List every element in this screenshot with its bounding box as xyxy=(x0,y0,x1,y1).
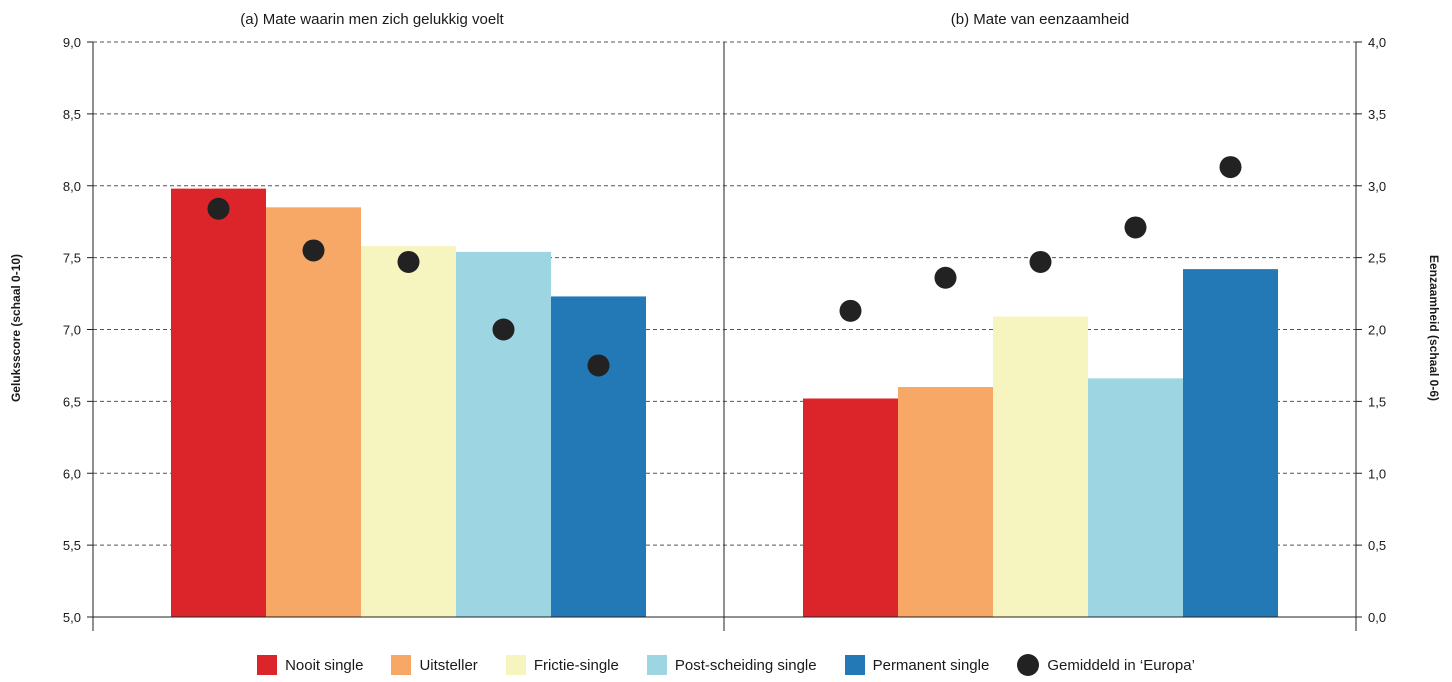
tick-labels: 5,0 5,5 6,0 6,5 7,0 7,5 8,0 8,5 9,0 0,0 0,5 1,0 1,5 2… xyxy=(63,35,1386,625)
left-tick-label: 5,0 xyxy=(63,610,81,625)
right-tick-label: 0,0 xyxy=(1368,610,1386,625)
panel-b-title: (b) Mate van eenzaamheid xyxy=(951,11,1129,28)
left-tick-label: 7,0 xyxy=(63,323,81,338)
left-tick-label: 6,5 xyxy=(63,394,81,409)
europa-dot-b-4 xyxy=(1219,156,1242,179)
bar-b-3 xyxy=(1088,378,1183,617)
europa-dot-a-4 xyxy=(587,354,610,377)
legend-item-permanent-single: Permanent single xyxy=(844,655,990,675)
europa-dot-b-3 xyxy=(1124,216,1147,239)
bar-a-0 xyxy=(171,188,266,617)
legend-label: Nooit single xyxy=(285,656,364,674)
legend-swatch-nooit-single xyxy=(257,655,278,675)
legend-item-uitsteller: Uitsteller xyxy=(391,655,478,675)
legend-swatch-post-scheiding-single xyxy=(646,655,667,675)
europa-dot-b-2 xyxy=(1029,250,1052,273)
europa-dots xyxy=(207,156,1242,377)
left-tick-label: 7,5 xyxy=(63,251,81,266)
europa-dot-a-3 xyxy=(492,318,515,341)
legend-label: Uitsteller xyxy=(419,656,478,674)
legend-swatch-uitsteller xyxy=(391,655,412,675)
left-tick-label: 8,0 xyxy=(63,179,81,194)
europa-dot-b-0 xyxy=(839,299,862,322)
y-axis-left-label: Geluksscore (schaal 0-10) xyxy=(9,254,23,402)
legend-label: Post-scheiding single xyxy=(674,656,817,674)
legend-dot-europa xyxy=(1017,654,1040,676)
right-tick-label: 1,5 xyxy=(1368,394,1386,409)
right-tick-label: 1,0 xyxy=(1368,466,1386,481)
bar-a-3 xyxy=(456,251,551,617)
panel-a-title: (a) Mate waarin men zich gelukkig voelt xyxy=(240,11,504,28)
bar-a-1 xyxy=(266,207,361,617)
right-tick-label: 3,0 xyxy=(1368,179,1386,194)
legend-item-frictie-single: Frictie-single xyxy=(505,655,619,675)
chart-area: 5,0 5,5 6,0 6,5 7,0 7,5 8,0 8,5 9,0 0,0 0,5 1,0 1,5 2… xyxy=(9,11,1441,631)
left-tick-label: 6,0 xyxy=(63,466,81,481)
legend-label: Frictie-single xyxy=(533,656,619,674)
europa-dot-a-0 xyxy=(207,197,230,220)
legend-swatch-frictie-single xyxy=(505,655,526,675)
bar-b-4 xyxy=(1183,269,1278,617)
legend-label: Permanent single xyxy=(872,656,990,674)
y-axis-right-label: Eenzaamheid (schaal 0-6) xyxy=(1427,255,1441,401)
bar-a-2 xyxy=(361,246,456,617)
europa-dot-a-1 xyxy=(302,239,325,262)
legend: Nooit single Uitsteller Frictie-single P… xyxy=(0,650,1452,680)
right-tick-label: 4,0 xyxy=(1368,35,1386,50)
bar-a-4 xyxy=(551,296,646,617)
axes xyxy=(87,41,1362,631)
right-tick-label: 2,0 xyxy=(1368,323,1386,338)
left-tick-label: 9,0 xyxy=(63,35,81,50)
europa-dot-a-2 xyxy=(397,250,420,273)
left-tick-label: 5,5 xyxy=(63,538,81,553)
bar-b-2 xyxy=(993,316,1088,617)
legend-item-nooit-single: Nooit single xyxy=(257,655,363,675)
legend-swatch-permanent-single xyxy=(844,655,865,675)
legend-item-europa: Gemiddeld in ‘Europa’ xyxy=(1017,654,1195,676)
right-tick-label: 0,5 xyxy=(1368,538,1386,553)
legend-item-post-scheiding-single: Post-scheiding single xyxy=(646,655,817,675)
right-tick-label: 2,5 xyxy=(1368,251,1386,266)
left-tick-label: 8,5 xyxy=(63,107,81,122)
bars xyxy=(171,188,1278,617)
right-tick-label: 3,5 xyxy=(1368,107,1386,122)
bar-b-1 xyxy=(898,387,993,617)
europa-dot-b-1 xyxy=(934,266,957,289)
legend-label: Gemiddeld in ‘Europa’ xyxy=(1047,656,1195,674)
bar-b-0 xyxy=(803,398,898,617)
